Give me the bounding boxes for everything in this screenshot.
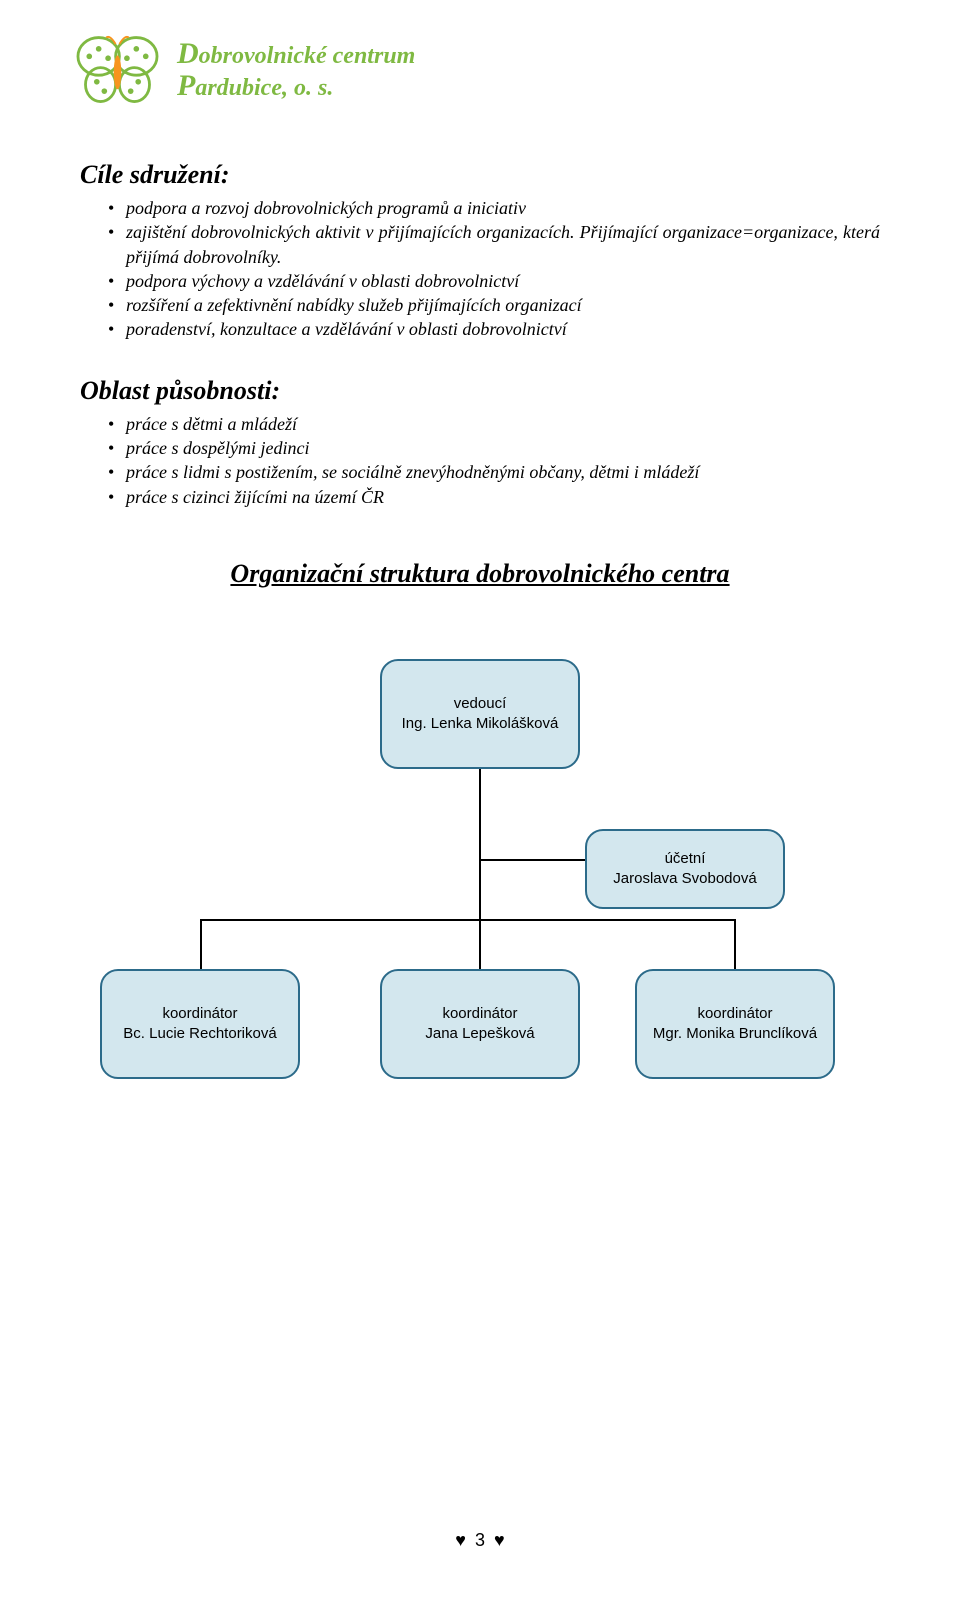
org-node-top: vedoucíIng. Lenka Mikolášková [380,659,580,769]
footer-heart-icon: ♥ [494,1530,505,1550]
org-node-name: Mgr. Monika Brunclíková [643,1024,827,1044]
footer-page-number: 3 [475,1530,485,1550]
org-node-name: Bc. Lucie Rechtoriková [108,1024,292,1044]
page-footer: ♥ 3 ♥ [0,1530,960,1551]
org-connector [200,919,202,969]
logo-rest-1: obrovolnické centrum [199,43,416,69]
list-item: podpora a rozvoj dobrovolnických program… [108,196,880,220]
section2-list: práce s dětmi a mládeží práce s dospělým… [108,412,880,509]
org-node-name: Ing. Lenka Mikolášková [388,714,572,734]
list-item: rozšíření a zefektivnění nabídky služeb … [108,293,880,317]
list-item: práce s lidmi s postižením, se sociálně … [108,460,880,484]
butterfly-icon [70,30,165,110]
org-node-role: koordinátor [388,1004,572,1024]
logo-line-1: Dobrovolnické centrum [177,39,415,69]
list-item: práce s dospělými jedinci [108,436,880,460]
logo-line-2: Pardubice, o. s. [177,71,415,101]
org-connector [734,919,736,969]
logo-cap-2: P [177,69,195,102]
section2-title: Oblast působnosti: [80,376,880,406]
logo-text: Dobrovolnické centrum Pardubice, o. s. [177,39,415,101]
list-item: podpora výchovy a vzdělávání v oblasti d… [108,269,880,293]
list-item: poradenství, konzultace a vzdělávání v o… [108,317,880,341]
org-connector [479,859,587,861]
org-node-role: koordinátor [643,1004,827,1024]
org-heading: Organizační struktura dobrovolnického ce… [80,559,880,589]
logo: Dobrovolnické centrum Pardubice, o. s. [70,30,880,110]
org-node-role: koordinátor [108,1004,292,1024]
org-node-role: účetní [593,849,777,869]
list-item: práce s dětmi a mládeží [108,412,880,436]
page: Dobrovolnické centrum Pardubice, o. s. C… [0,0,960,1601]
list-item: zajištění dobrovolnických aktivit v přij… [108,220,880,269]
org-node-k1: koordinátorBc. Lucie Rechtoriková [100,969,300,1079]
org-connector [200,919,735,921]
section1-title: Cíle sdružení: [80,160,880,190]
footer-heart-icon: ♥ [455,1530,466,1550]
org-connector [479,919,481,969]
logo-rest-2: ardubice, o. s. [195,75,333,101]
logo-cap-1: D [177,37,199,70]
org-node-acct: účetníJaroslava Svobodová [585,829,785,909]
org-connector [479,769,481,859]
org-node-k3: koordinátorMgr. Monika Brunclíková [635,969,835,1079]
org-node-k2: koordinátorJana Lepešková [380,969,580,1079]
org-connector [479,859,481,919]
org-node-role: vedoucí [388,694,572,714]
section1-list: podpora a rozvoj dobrovolnických program… [108,196,880,342]
list-item: práce s cizinci žijícími na území ČR [108,485,880,509]
org-node-name: Jana Lepešková [388,1024,572,1044]
org-node-name: Jaroslava Svobodová [593,869,777,889]
org-chart: vedoucíIng. Lenka MikoláškováúčetníJaros… [80,659,880,1139]
